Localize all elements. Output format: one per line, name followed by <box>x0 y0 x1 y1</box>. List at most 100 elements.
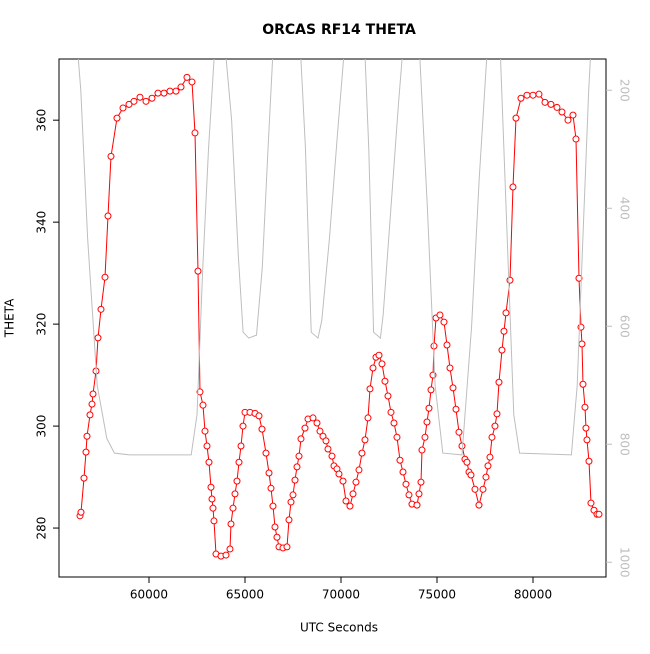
theta-point <box>484 462 492 470</box>
theta-point <box>500 327 508 335</box>
theta-point <box>486 453 494 461</box>
theta-point <box>506 276 514 284</box>
theta-point <box>446 364 454 372</box>
theta-point <box>427 386 435 394</box>
theta-point <box>209 504 217 512</box>
theta-point <box>399 468 407 476</box>
theta-point <box>495 378 503 386</box>
theta-point <box>378 360 386 368</box>
theta-point <box>366 385 374 393</box>
theta-point <box>265 469 273 477</box>
theta-point <box>393 433 401 441</box>
theta-point <box>417 478 425 486</box>
theta-point <box>226 545 234 553</box>
theta-point <box>387 408 395 416</box>
theta-point <box>119 104 127 112</box>
theta-point <box>564 116 572 124</box>
theta-point <box>418 446 426 454</box>
theta-point <box>239 422 247 430</box>
theta-point <box>97 305 105 313</box>
theta-point <box>471 485 479 493</box>
theta-point <box>384 392 392 400</box>
theta-point <box>509 183 517 191</box>
y2-tick-label: 400 <box>618 197 632 220</box>
theta-point <box>273 533 281 541</box>
theta-point <box>301 424 309 432</box>
theta-point <box>267 484 275 492</box>
theta-point <box>235 458 243 466</box>
theta-point <box>297 435 305 443</box>
theta-point <box>82 448 90 456</box>
theta-point <box>553 103 561 111</box>
theta-point <box>255 412 263 420</box>
theta-point <box>585 457 593 465</box>
theta-point <box>88 400 96 408</box>
theta-point <box>94 334 102 342</box>
theta-point <box>575 274 583 282</box>
y-axis-label: THETA <box>3 298 17 338</box>
theta-point <box>488 433 496 441</box>
theta-point <box>289 491 297 499</box>
theta-point <box>449 384 457 392</box>
theta-point <box>342 497 350 505</box>
theta-point <box>188 78 196 86</box>
theta-point <box>205 458 213 466</box>
theta-point <box>339 477 347 485</box>
theta-point <box>390 419 398 427</box>
theta-point <box>287 498 295 506</box>
theta-point <box>222 551 230 559</box>
theta-point <box>177 83 185 91</box>
x-tick-label: 70000 <box>322 588 360 602</box>
theta-point <box>166 87 174 95</box>
theta-point <box>458 442 466 450</box>
y-tick-label: 360 <box>35 109 49 132</box>
theta-point <box>349 490 357 498</box>
pressure-line <box>77 59 591 456</box>
theta-point <box>269 502 277 510</box>
theta-point <box>569 111 577 119</box>
theta-point <box>369 364 377 372</box>
theta-point <box>475 501 483 509</box>
theta-point <box>148 94 156 102</box>
theta-point <box>529 91 537 99</box>
theta-point <box>479 485 487 493</box>
theta-point <box>583 436 591 444</box>
theta-point <box>227 520 235 528</box>
y2-tick-label: 200 <box>618 79 632 102</box>
theta-point <box>355 466 363 474</box>
chart-title: ORCAS RF14 THETA <box>262 22 416 38</box>
theta-point <box>291 476 299 484</box>
theta-point <box>335 470 343 478</box>
theta-point <box>210 517 218 525</box>
theta-point <box>582 424 590 432</box>
theta-point <box>208 495 216 503</box>
theta-point <box>107 152 115 160</box>
y2-tick-label: 600 <box>618 315 632 338</box>
theta-point <box>402 480 410 488</box>
y2-tick-label: 800 <box>618 433 632 456</box>
theta-point <box>201 427 209 435</box>
theta-point <box>142 97 150 105</box>
y-tick-label: 320 <box>35 313 49 336</box>
y-tick-label: 340 <box>35 211 49 234</box>
theta-point <box>498 346 506 354</box>
theta-point <box>295 452 303 460</box>
theta-point <box>358 449 366 457</box>
x-tick-label: 65000 <box>226 588 264 602</box>
theta-point <box>285 516 293 524</box>
theta-point <box>258 425 266 433</box>
plot-area <box>76 59 603 560</box>
theta-point <box>455 428 463 436</box>
theta-point <box>229 504 237 512</box>
theta-point <box>595 510 603 518</box>
theta-point <box>89 390 97 398</box>
x-tick-label: 60000 <box>130 588 168 602</box>
theta-point <box>86 411 94 419</box>
theta-point <box>452 405 460 413</box>
theta-point <box>578 340 586 348</box>
theta-point <box>396 456 404 464</box>
theta-point <box>421 433 429 441</box>
theta-point <box>196 388 204 396</box>
theta-point <box>535 90 543 98</box>
theta-point <box>361 436 369 444</box>
